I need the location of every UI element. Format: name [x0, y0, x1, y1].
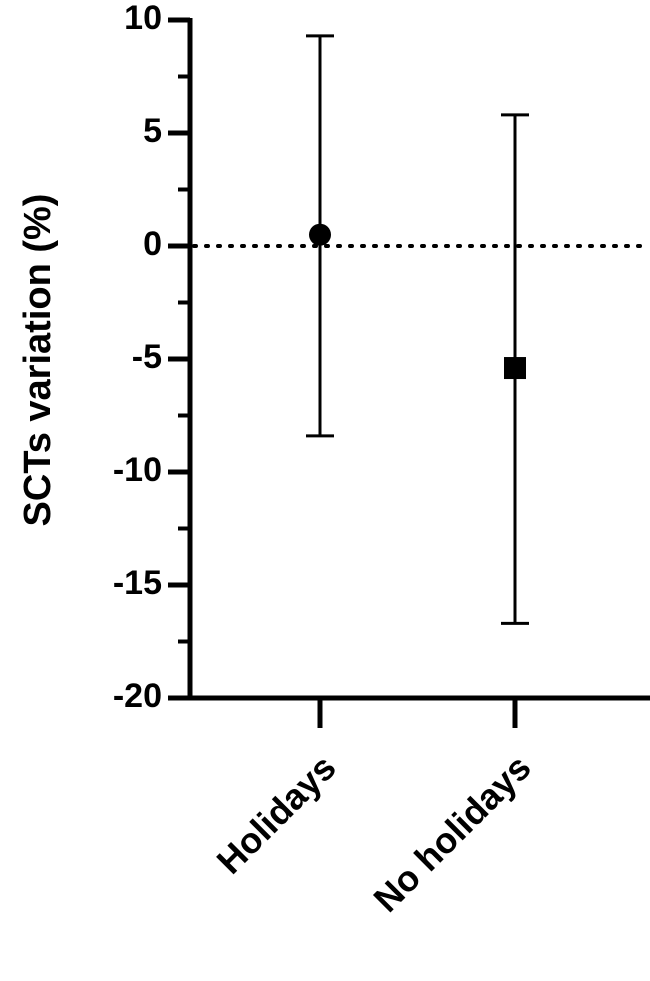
marker — [504, 357, 526, 380]
y-tick-label: 5 — [143, 112, 162, 150]
y-tick-label: -20 — [113, 677, 162, 715]
y-tick-label: -15 — [113, 564, 162, 602]
y-tick-label: -5 — [132, 338, 162, 376]
marker — [309, 223, 331, 246]
y-tick-label: 10 — [124, 0, 162, 37]
y-axis-label: SCTs variation (%) — [17, 194, 59, 527]
y-tick-label: 0 — [143, 225, 162, 263]
y-tick-label: -10 — [113, 451, 162, 489]
x-tick-label: Holidays — [209, 747, 344, 882]
x-tick-label: No holidays — [365, 747, 538, 920]
